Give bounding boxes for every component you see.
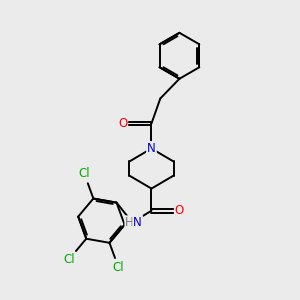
- Text: N: N: [133, 216, 142, 229]
- Text: O: O: [175, 204, 184, 217]
- Text: H: H: [125, 216, 134, 229]
- Text: N: N: [147, 142, 156, 155]
- Text: Cl: Cl: [63, 253, 75, 266]
- Text: Cl: Cl: [113, 261, 124, 274]
- Text: O: O: [118, 117, 127, 130]
- Text: Cl: Cl: [79, 167, 90, 180]
